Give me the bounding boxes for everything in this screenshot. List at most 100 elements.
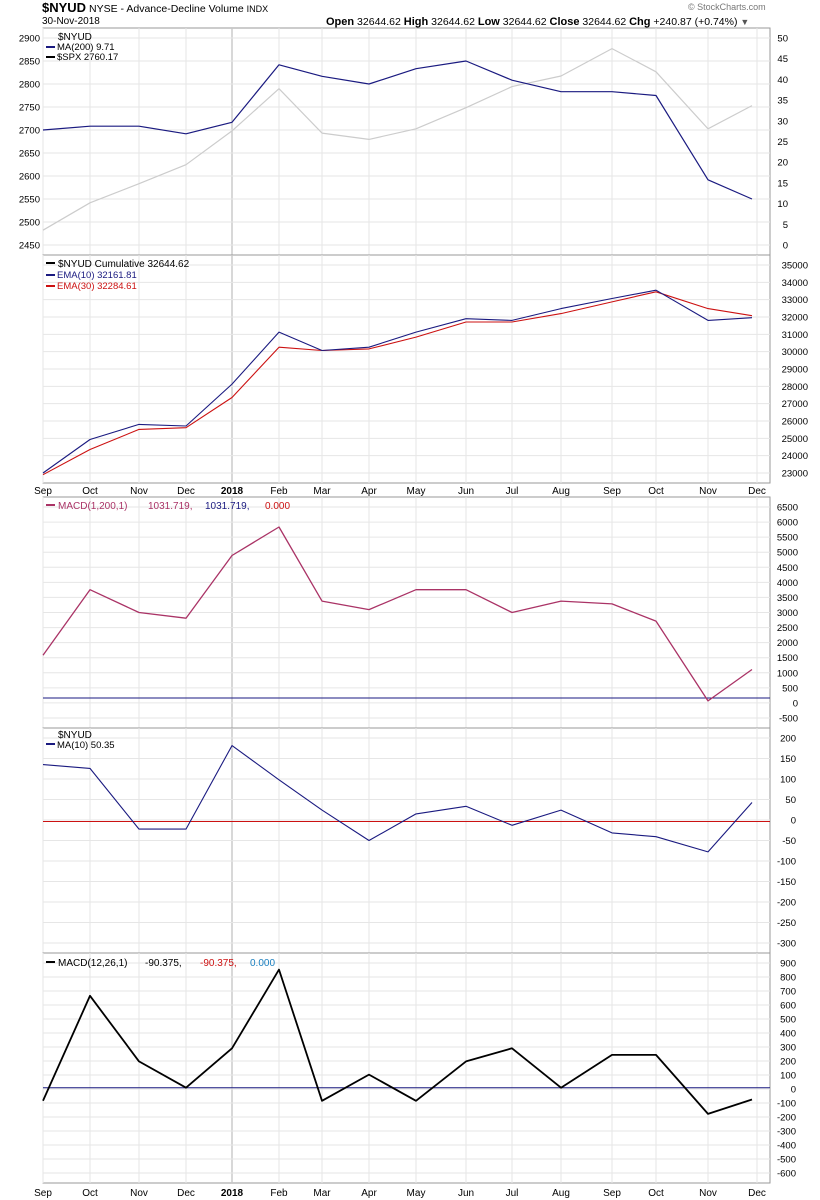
y-tick-label: 200	[780, 1057, 796, 1068]
y-tick-label: 2650	[19, 149, 40, 160]
header-quote-row: Open 32644.62 High 32644.62 Low 32644.62…	[326, 16, 749, 28]
x-tick-label: Dec	[177, 486, 195, 497]
low-value: 32644.62	[502, 16, 547, 28]
legend-ma10: MA(10) 50.35	[57, 740, 115, 751]
y-tick-label: 35000	[782, 261, 808, 272]
legend-macd1226: MACD(12,26,1)	[58, 958, 127, 969]
legend-macd1200: MACD(1,200,1)	[58, 501, 127, 512]
legend-macd1226-hist: 0.000	[250, 958, 275, 969]
x-tick-label: Apr	[361, 1188, 377, 1199]
y-tick-label: -200	[777, 1113, 796, 1124]
y-tick-label: -300	[777, 939, 796, 950]
x-tick-label: May	[407, 1188, 426, 1199]
y-tick-label: 800	[780, 973, 796, 984]
legend-ema30: EMA(30) 32284.61	[57, 281, 137, 292]
y-tick-label: -300	[777, 1127, 796, 1138]
y-tick-label: 34000	[782, 278, 808, 289]
y-tick-label: 20	[777, 158, 788, 169]
y-tick-label: -100	[777, 1099, 796, 1110]
x-tick-label: Dec	[748, 1188, 766, 1199]
legend-spx: $SPX 2760.17	[57, 52, 118, 63]
x-tick-label: Mar	[313, 1188, 331, 1199]
y-tick-label: 24000	[782, 451, 808, 462]
y-tick-label: -250	[777, 918, 796, 929]
index-tag: INDX	[246, 4, 269, 14]
y-tick-label: 30	[777, 116, 788, 127]
y-tick-label: 2550	[19, 195, 40, 206]
y-tick-label: 500	[782, 683, 798, 694]
y-tick-label: 25	[777, 137, 788, 148]
down-triangle-icon: ▼	[740, 17, 750, 27]
x-tick-label: Jul	[506, 1188, 519, 1199]
y-tick-label: 15	[777, 178, 788, 189]
x-tick-label: Feb	[270, 486, 288, 497]
y-tick-label: 600	[780, 1001, 796, 1012]
y-tick-label: 2500	[777, 623, 798, 634]
y-tick-label: 2900	[19, 34, 40, 45]
x-tick-label: Sep	[603, 1188, 621, 1199]
open-label: Open	[326, 16, 355, 28]
x-tick-label: Aug	[552, 1188, 570, 1199]
y-tick-label: 4500	[777, 563, 798, 574]
macd-12-26-series-line	[42, 968, 753, 1115]
y-tick-label: -600	[777, 1169, 796, 1180]
x-tick-label: Mar	[313, 486, 331, 497]
y-tick-label: 29000	[782, 365, 808, 376]
y-tick-label: 0	[791, 816, 796, 827]
y-tick-label: 33000	[782, 295, 808, 306]
x-tick-label: Oct	[82, 486, 98, 497]
y-tick-label: -50	[782, 836, 796, 847]
x-tick-label: Oct	[648, 1188, 664, 1199]
legend-macd1226-value: -90.375,	[145, 958, 182, 969]
y-tick-label: 10	[777, 199, 788, 210]
y-tick-label: 26000	[782, 417, 808, 428]
y-tick-label: 0	[783, 241, 788, 252]
y-tick-label: 23000	[782, 469, 808, 480]
y-tick-label: 2450	[19, 241, 40, 252]
y-tick-label: 5	[783, 220, 788, 231]
x-tick-label: Oct	[648, 486, 664, 497]
y-tick-label: 2700	[19, 126, 40, 137]
x-tick-label: Dec	[748, 486, 766, 497]
ma200-series-line	[42, 60, 753, 200]
y-tick-label: 40	[777, 75, 788, 86]
legend-nyud: $NYUD	[58, 32, 92, 43]
y-tick-label: 6500	[777, 503, 798, 514]
x-tick-label: Sep	[34, 486, 52, 497]
y-tick-label: 200	[780, 734, 796, 745]
x-tick-label: Jul	[506, 486, 519, 497]
y-tick-label: 700	[780, 987, 796, 998]
panel-frame-p1	[42, 27, 771, 256]
legend-macd1200-signal: 1031.719,	[205, 501, 250, 512]
y-tick-label: 500	[780, 1015, 796, 1026]
y-tick-label: 100	[780, 1071, 796, 1082]
y-tick-label: 3500	[777, 593, 798, 604]
y-tick-label: 27000	[782, 399, 808, 410]
chg-label: Chg	[629, 16, 651, 28]
x-tick-label: Nov	[130, 1188, 148, 1199]
y-tick-label: 25000	[782, 434, 808, 445]
legend-ema10: EMA(10) 32161.81	[57, 270, 137, 281]
y-tick-label: 35	[777, 96, 788, 107]
y-tick-label: 31000	[782, 330, 808, 341]
x-tick-label: Jun	[458, 486, 474, 497]
y-tick-label: 150	[780, 754, 796, 765]
y-tick-label: 32000	[782, 313, 808, 324]
y-tick-label: -150	[777, 877, 796, 888]
y-tick-label: 6000	[777, 518, 798, 529]
x-tick-label: Nov	[699, 486, 717, 497]
x-tick-label: May	[407, 486, 426, 497]
low-label: Low	[477, 16, 500, 28]
y-tick-label: 4000	[777, 578, 798, 589]
y-tick-label: 400	[780, 1029, 796, 1040]
x-tick-label: 2018	[221, 1188, 244, 1199]
y-tick-label: 2600	[19, 172, 40, 183]
y-tick-label: 1500	[777, 653, 798, 664]
chg-value: +240.87 (+0.74%)	[653, 16, 738, 28]
y-tick-label: 0	[791, 1085, 796, 1096]
y-tick-label: 3000	[777, 608, 798, 619]
spx-series-line	[42, 47, 753, 231]
legend-nyud: $NYUD	[58, 730, 92, 741]
y-tick-label: 45	[777, 54, 788, 65]
